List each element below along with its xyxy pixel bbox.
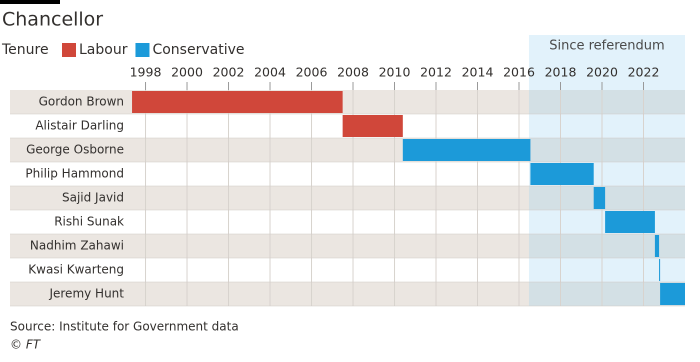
row-label: George Osborne: [26, 143, 124, 157]
legend-label: Labour: [79, 42, 128, 58]
row-label: Sajid Javid: [62, 191, 124, 205]
row-stripe: [10, 234, 685, 258]
x-tick-label: 2020: [586, 65, 618, 80]
row-stripe: [10, 210, 685, 234]
tenure-bar: [402, 139, 531, 161]
tenure-bar: [342, 115, 403, 137]
brand-rule: [0, 0, 60, 4]
tenure-bar: [132, 91, 343, 113]
tenure-bar: [605, 211, 655, 233]
x-tick-label: 2022: [628, 65, 660, 80]
tenure-bar: [530, 163, 594, 185]
tenure-bar: [654, 235, 660, 257]
row-label: Nadhim Zahawi: [30, 239, 124, 253]
source: Source: Institute for Government data: [10, 320, 239, 334]
tenure-bar: [593, 187, 606, 209]
legend-title: Tenure: [1, 42, 49, 58]
tenure-bar: [659, 259, 661, 281]
x-tick-label: 2004: [254, 65, 286, 80]
highlight-label: Since referendum: [549, 39, 664, 54]
legend-label: Conservative: [152, 42, 244, 58]
legend-swatch: [135, 43, 150, 57]
x-tick-label: 2016: [503, 65, 535, 80]
row-label: Gordon Brown: [39, 95, 124, 109]
row-stripe: [10, 138, 685, 162]
row-label: Jeremy Hunt: [48, 287, 124, 301]
credit: © FT: [10, 338, 42, 352]
x-tick-label: 2000: [171, 65, 203, 80]
legend-swatch: [62, 43, 76, 57]
x-tick-label: 2018: [545, 65, 577, 80]
row-label: Alistair Darling: [35, 119, 124, 133]
chart-title: Chancellor: [2, 9, 103, 31]
row-label: Philip Hammond: [25, 167, 124, 181]
row-label: Rishi Sunak: [54, 215, 124, 229]
tenure-bar: [660, 283, 685, 305]
row-stripe: [10, 258, 685, 282]
row-stripe: [10, 186, 685, 210]
plot: Since referendum 1998 2000 2002 2004 2006 2008…: [10, 35, 685, 307]
row-stripe: [10, 90, 685, 114]
x-tick-label: 2012: [420, 65, 452, 80]
x-tick-label: 2008: [337, 65, 369, 80]
row-stripe: [10, 282, 685, 306]
x-tick-label: 2014: [462, 65, 494, 80]
x-tick-label: 2010: [379, 65, 411, 80]
x-tick-label: 2002: [213, 65, 245, 80]
row-label: Kwasi Kwarteng: [28, 263, 124, 277]
x-tick-label: 2006: [296, 65, 328, 80]
x-tick-label: 1998: [130, 65, 162, 80]
